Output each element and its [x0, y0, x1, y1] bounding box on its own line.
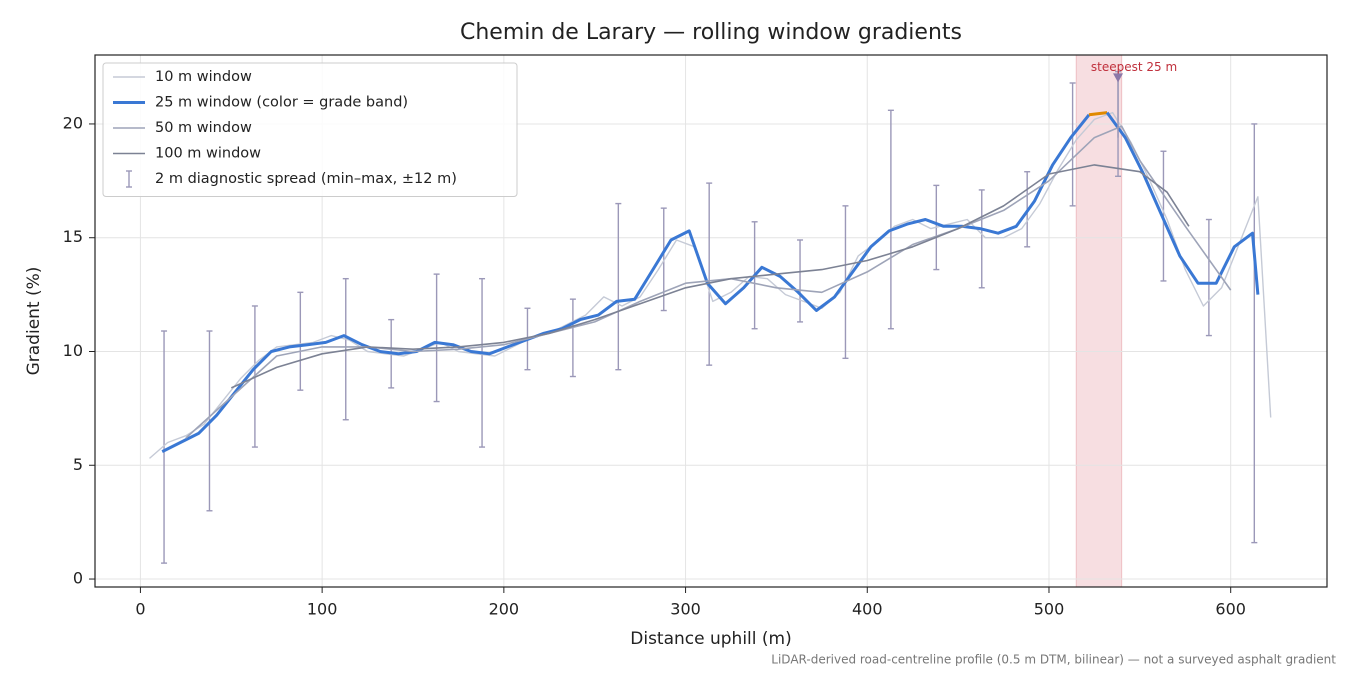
plot-frame — [94, 54, 1328, 588]
error-bar — [479, 277, 486, 448]
y-tick-label: 10 — [63, 341, 83, 360]
error-bar — [1251, 123, 1258, 544]
annotation-marker — [1113, 73, 1124, 83]
error-bar — [569, 298, 576, 378]
legend-label: 25 m window (color = grade band) — [155, 95, 408, 111]
y-tick-label: 15 — [63, 227, 83, 246]
x-tick-label: 200 — [489, 600, 520, 619]
legend-box — [102, 62, 518, 197]
x-axis-label: Distance uphill (m) — [630, 629, 791, 649]
error-bar — [615, 202, 622, 371]
x-tick-label: 500 — [1034, 600, 1065, 619]
y-tick-label: 5 — [73, 455, 83, 474]
error-bar — [433, 273, 440, 403]
error-bar — [161, 330, 168, 564]
line — [1088, 111, 1108, 117]
legend-label: 100 m window — [155, 146, 261, 162]
x-tick-label: 400 — [852, 600, 883, 619]
x-tick-label: 100 — [307, 600, 338, 619]
x-tick-label: 600 — [1215, 600, 1246, 619]
y-tick-label: 0 — [73, 569, 83, 588]
error-bar — [978, 189, 985, 289]
chart-title: Chemin de Larary — rolling window gradie… — [460, 20, 962, 45]
line — [161, 113, 1091, 453]
line — [1105, 111, 1260, 295]
legend-label: 2 m diagnostic spread (min–max, ±12 m) — [155, 171, 457, 187]
legend-label: 50 m window — [155, 120, 252, 136]
error-bar — [887, 109, 894, 330]
legend-label: 10 m window — [155, 69, 252, 85]
error-bar — [660, 207, 667, 312]
footnote: LiDAR-derived road-centreline profile (0… — [771, 653, 1336, 667]
error-bar — [297, 291, 304, 391]
x-tick-label: 0 — [135, 600, 145, 619]
error-bar — [1069, 82, 1076, 207]
x-tick-label: 300 — [670, 600, 701, 619]
y-tick-label: 20 — [63, 113, 83, 132]
highlight-span — [1075, 54, 1123, 588]
error-bar — [1205, 218, 1212, 337]
error-bar — [706, 182, 713, 366]
annotation-label: steepest 25 m — [1091, 60, 1177, 74]
error-bar — [342, 277, 349, 421]
y-axis-label: Gradient (%) — [24, 267, 44, 376]
line — [230, 164, 1190, 389]
error-bar — [797, 239, 804, 323]
